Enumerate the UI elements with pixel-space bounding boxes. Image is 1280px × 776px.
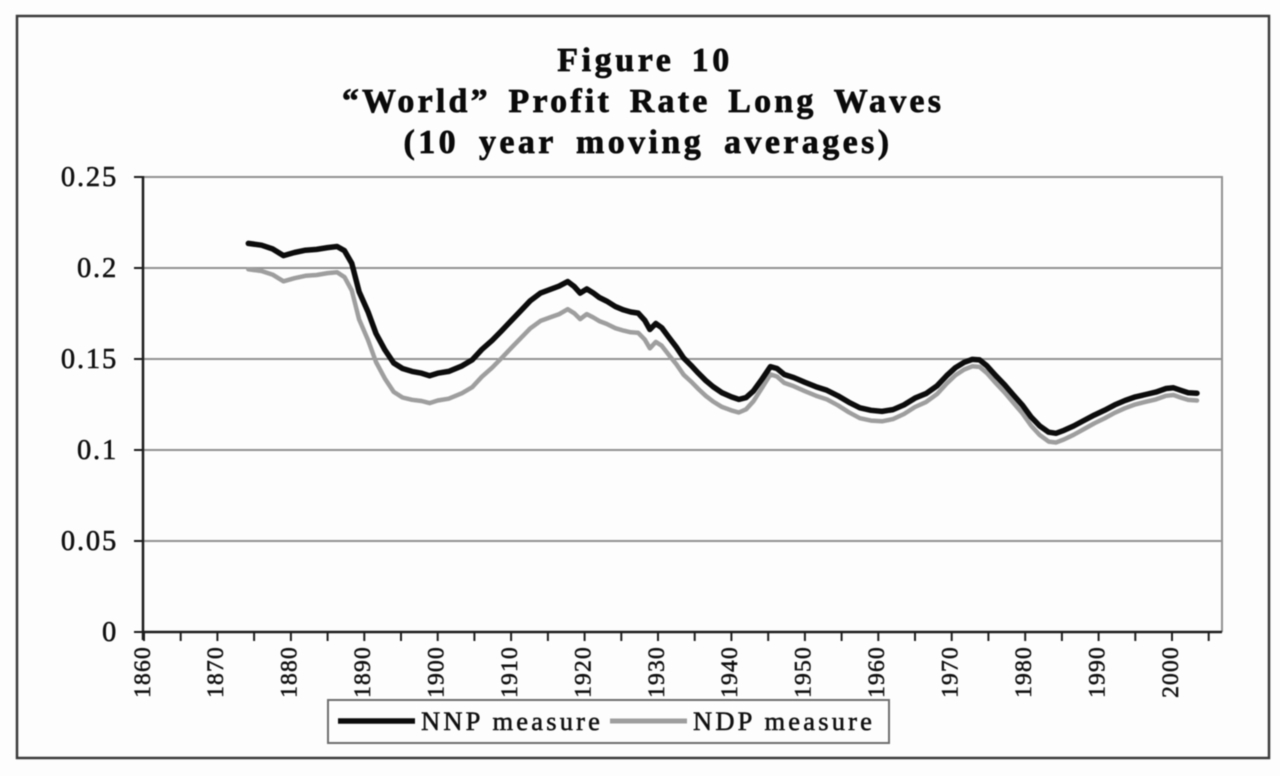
svg-text:1960: 1960: [864, 646, 890, 698]
svg-text:1950: 1950: [791, 646, 817, 698]
svg-text:1920: 1920: [570, 646, 596, 698]
svg-text:1890: 1890: [350, 646, 376, 698]
svg-text:1880: 1880: [277, 646, 303, 698]
svg-text:NNP measure: NNP measure: [421, 706, 603, 736]
svg-text:1940: 1940: [717, 646, 743, 698]
svg-text:Figure 10: Figure 10: [557, 42, 733, 79]
svg-text:1910: 1910: [497, 646, 523, 698]
svg-text:1860: 1860: [130, 646, 156, 698]
svg-text:NDP measure: NDP measure: [693, 706, 875, 736]
svg-text:0.15: 0.15: [61, 344, 118, 375]
svg-text:2000: 2000: [1158, 646, 1184, 698]
svg-text:1930: 1930: [644, 646, 670, 698]
svg-text:1900: 1900: [423, 646, 449, 698]
svg-text:1870: 1870: [203, 646, 229, 698]
svg-text:1980: 1980: [1011, 646, 1037, 698]
svg-text:“World” Profit Rate Long Waves: “World” Profit Rate Long Waves: [342, 83, 944, 120]
svg-text:0: 0: [102, 617, 118, 648]
svg-text:1970: 1970: [937, 646, 963, 698]
svg-text:(10 year moving averages): (10 year moving averages): [404, 124, 893, 161]
svg-text:1990: 1990: [1084, 646, 1110, 698]
svg-text:0.25: 0.25: [61, 162, 118, 193]
svg-text:0.1: 0.1: [77, 435, 118, 466]
svg-text:0.2: 0.2: [77, 253, 118, 284]
svg-text:0.05: 0.05: [61, 526, 118, 557]
